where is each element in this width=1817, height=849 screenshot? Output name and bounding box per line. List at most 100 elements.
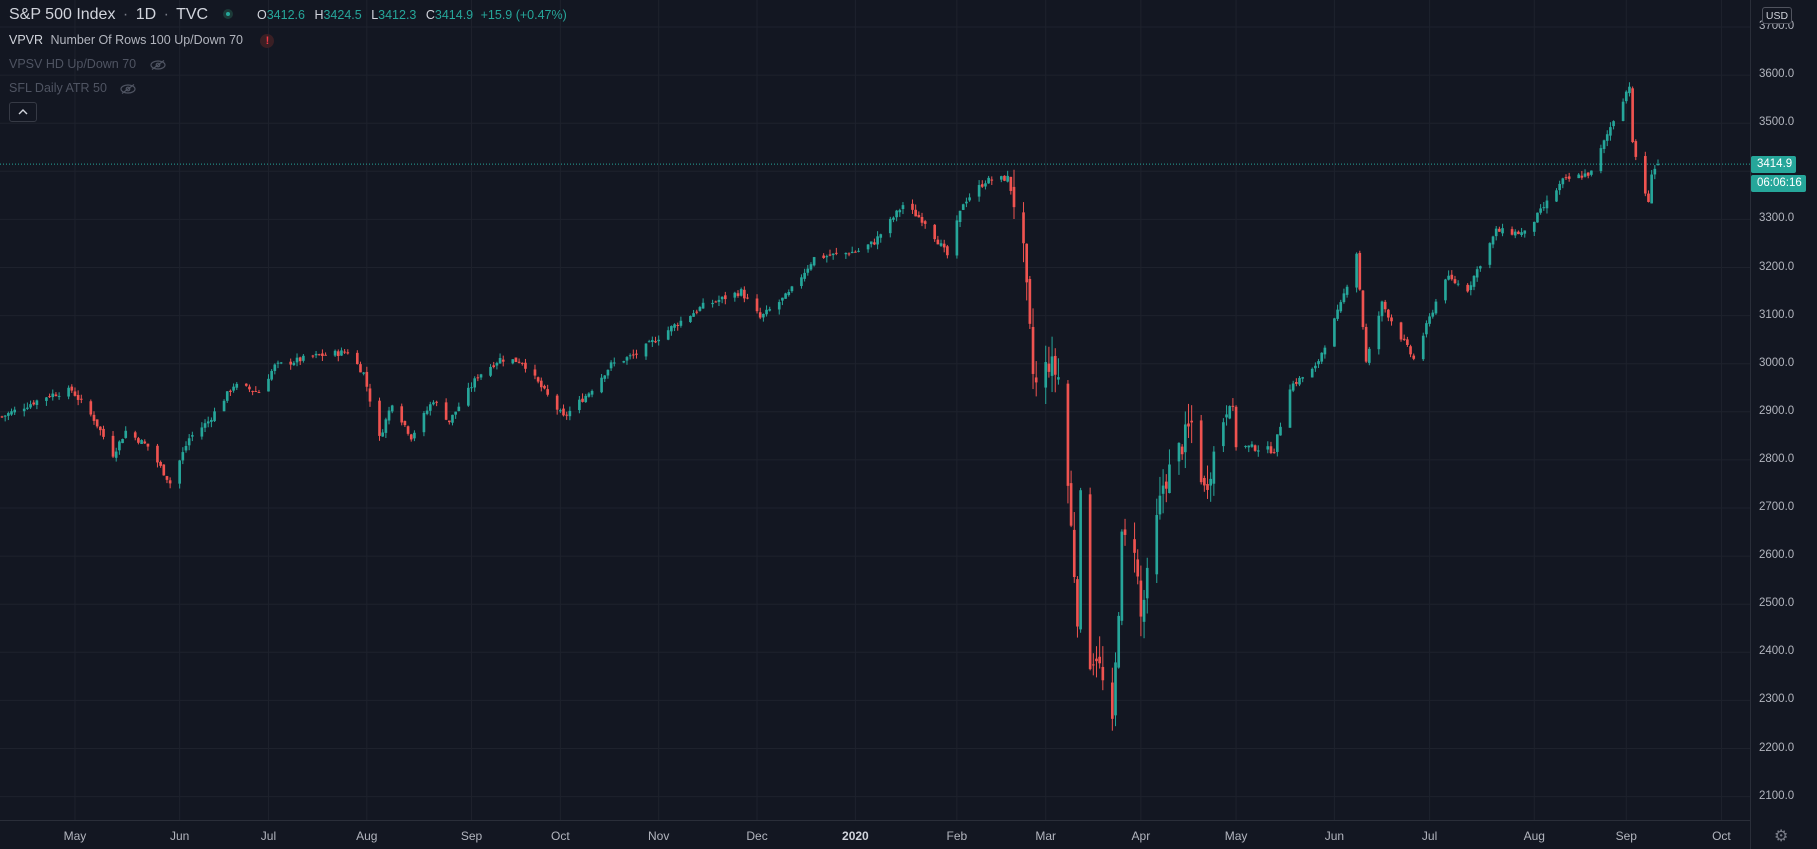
candle: [444, 398, 448, 421]
candle: [869, 241, 873, 248]
candle: [946, 244, 949, 259]
price-tick-label: 2300.0: [1759, 693, 1795, 706]
candle: [1586, 172, 1590, 179]
candlestick-chart[interactable]: [0, 0, 1750, 820]
indicator-legend-atr[interactable]: SFL Daily ATR 50: [9, 81, 137, 95]
candle: [206, 416, 210, 428]
candle: [1333, 317, 1336, 347]
time-tick-label: Feb: [946, 829, 968, 843]
candle: [555, 393, 559, 415]
candle: [1028, 275, 1032, 329]
candle: [758, 307, 762, 320]
gear-icon[interactable]: ⚙: [1774, 828, 1789, 845]
candle: [936, 235, 940, 245]
candle: [1583, 169, 1587, 178]
candle: [1406, 336, 1409, 347]
candle: [95, 419, 99, 429]
price-tick-label: 2200.0: [1759, 741, 1795, 754]
candle: [432, 400, 435, 406]
candle: [1399, 321, 1403, 342]
high-value: 3424.5: [323, 8, 362, 22]
candle: [1009, 176, 1013, 195]
market-status-icon[interactable]: [222, 9, 233, 19]
candle: [695, 309, 699, 315]
candle: [920, 212, 924, 227]
hidden-eye-icon[interactable]: [120, 83, 137, 94]
candle: [1323, 345, 1327, 359]
candle: [543, 384, 546, 390]
candle: [1025, 243, 1029, 301]
candle: [917, 211, 921, 218]
candle: [454, 411, 457, 419]
time-tick-label: Apr: [1131, 829, 1151, 843]
candle: [1447, 270, 1450, 281]
symbol-legend[interactable]: S&P 500 Index · 1D · TVC O3412.6 H3424.5…: [9, 6, 567, 24]
candle: [828, 249, 832, 257]
candle: [1561, 177, 1565, 189]
candle: [803, 268, 806, 282]
candle: [733, 291, 737, 302]
candle: [923, 219, 927, 229]
warning-icon[interactable]: !: [260, 34, 275, 48]
candle: [244, 383, 248, 387]
candle: [1612, 120, 1615, 130]
candle: [457, 402, 461, 412]
chevron-up-icon: [18, 109, 28, 115]
candle: [1206, 465, 1209, 499]
candle: [635, 349, 638, 359]
candle: [866, 244, 870, 253]
price-scale[interactable]: 3700.03600.03500.03400.03300.03200.03100…: [1750, 0, 1817, 849]
candle: [302, 353, 305, 363]
hidden-eye-icon[interactable]: [150, 59, 166, 70]
indicator-legend-vpsv[interactable]: VPSV HD Up/Down 70: [9, 57, 166, 71]
indicator-legend-vpvr[interactable]: VPVR Number Of Rows 100 Up/Down 70 !: [9, 33, 275, 48]
candle: [489, 364, 492, 378]
price-tick-label: 2700.0: [1759, 501, 1795, 513]
candle: [473, 376, 477, 392]
candle: [1513, 229, 1517, 239]
candle: [470, 382, 473, 392]
candle: [1602, 139, 1606, 154]
candle: [536, 376, 540, 384]
candle: [666, 326, 670, 341]
currency-button[interactable]: USD: [1762, 7, 1792, 24]
last-price-label: 3414.9: [1751, 156, 1797, 174]
candle: [289, 358, 293, 370]
candle: [321, 349, 324, 361]
candle: [1291, 380, 1295, 393]
candle: [406, 425, 410, 436]
time-tick-label: Aug: [356, 829, 378, 843]
candle: [1390, 314, 1393, 326]
candle: [359, 361, 362, 373]
candle: [1621, 98, 1625, 122]
candle: [1006, 170, 1009, 183]
candle: [48, 393, 51, 398]
candle: [229, 389, 232, 396]
time-tick-label: Aug: [1523, 829, 1545, 843]
candle: [1295, 378, 1298, 387]
price-tick-label: 3100.0: [1759, 308, 1795, 321]
candle: [987, 175, 990, 184]
time-scale[interactable]: May Jun Jul Aug Sep Oct Nov Dec 2020 Feb Mar Apr May…: [0, 820, 1750, 849]
collapse-legend-button[interactable]: [9, 102, 37, 122]
candle: [603, 375, 607, 383]
candle: [850, 246, 854, 254]
candle: [124, 426, 128, 439]
candle: [1034, 361, 1038, 397]
candle: [939, 239, 943, 247]
price-tick-label: 2400.0: [1759, 645, 1795, 658]
candle: [1123, 518, 1127, 546]
candle: [511, 359, 515, 365]
candle: [400, 403, 404, 426]
candle: [1425, 320, 1428, 338]
candle: [57, 392, 61, 400]
chart-pane[interactable]: [0, 0, 1750, 820]
candle: [1345, 284, 1349, 298]
open-value: 3412.6: [266, 8, 305, 22]
candle: [355, 350, 359, 365]
candle: [314, 351, 318, 359]
candle: [1599, 144, 1603, 174]
candle: [1453, 275, 1457, 285]
interval-label[interactable]: 1D: [135, 6, 157, 23]
symbol-name[interactable]: S&P 500 Index: [9, 6, 116, 23]
